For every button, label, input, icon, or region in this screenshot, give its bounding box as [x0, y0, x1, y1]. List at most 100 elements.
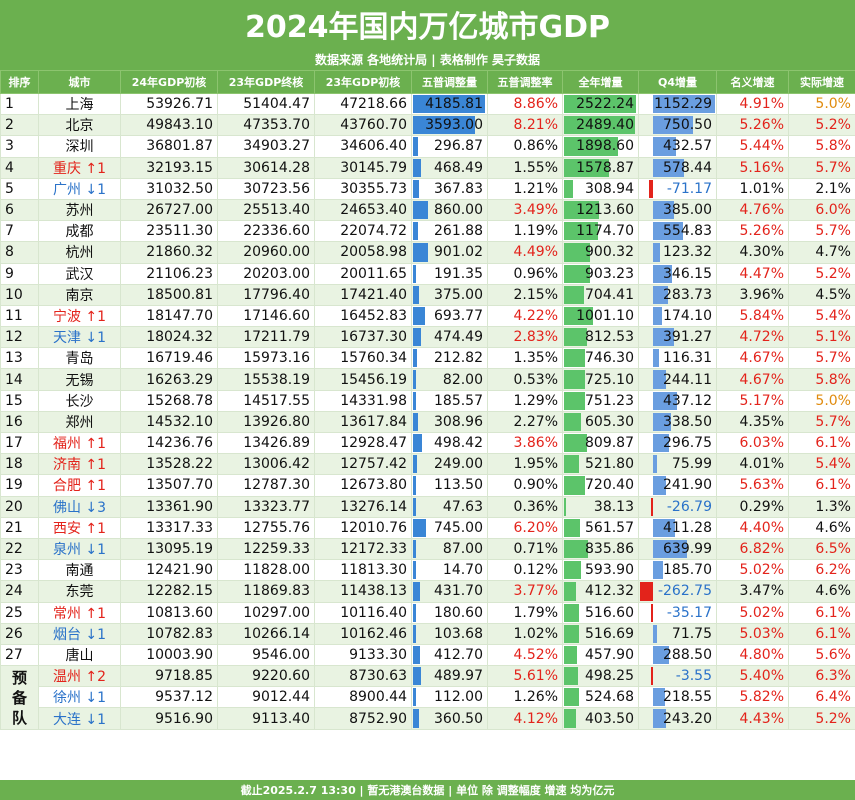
cell-value: 468.49	[434, 159, 483, 176]
cell-nom: 4.47%	[716, 262, 789, 285]
cell-value: 11869.83	[243, 583, 310, 600]
cell-value: 693.77	[434, 307, 483, 324]
cell-inc: 903.23	[562, 262, 639, 285]
cell-value: -262.75	[657, 583, 712, 600]
cell-value: 750.50	[663, 117, 712, 134]
cell-q4: 437.12	[638, 389, 717, 412]
cell-gdp23p: 12010.76	[314, 516, 412, 539]
cell-value: 徐州 ↓1	[52, 690, 107, 707]
cell-value: 5.0%	[815, 392, 851, 409]
cell-city: 上海	[38, 92, 121, 116]
adjust-bar	[413, 624, 416, 643]
cell-value: 385.00	[663, 202, 712, 219]
cell-rank: 26	[0, 622, 39, 645]
cell-real: 6.1%	[788, 622, 855, 645]
cell-inc: 2489.40	[562, 114, 639, 137]
table-row: 11 宁波 ↑1 18147.70 17146.60 16452.83 693.77 4.2…	[0, 304, 855, 328]
cell-value: 3.96%	[739, 286, 784, 303]
cell-gdp24: 49843.10	[120, 114, 218, 137]
cell-city: 泉州 ↓1	[38, 537, 121, 561]
cell-value: 6.1%	[815, 477, 851, 494]
cell-real: 5.7%	[788, 220, 855, 243]
cell-adj: 191.35	[411, 262, 488, 285]
cell-value: 639.99	[663, 541, 712, 558]
cell-rank: 11	[0, 304, 39, 328]
cell-value: 3	[5, 138, 14, 155]
cell-inc: 2522.24	[562, 92, 639, 116]
cell-value: 10813.60	[146, 604, 213, 621]
cell-value: 南京	[65, 287, 94, 304]
cell-value: 4.47%	[739, 265, 784, 282]
cell-value: 14532.10	[146, 413, 213, 430]
cell-gdp24: 13528.22	[120, 453, 218, 476]
cell-adjr: 1.79%	[487, 601, 563, 624]
cell-city: 广州 ↓1	[38, 177, 121, 200]
cell-real: 5.1%	[788, 326, 855, 349]
cell-value: 23511.30	[146, 223, 213, 240]
cell-city: 宁波 ↑1	[38, 304, 121, 328]
cell-value: 0.36%	[513, 498, 558, 515]
cell-value: 12787.30	[243, 477, 310, 494]
cell-value: 244.11	[663, 371, 712, 388]
cell-value: 18	[5, 456, 23, 473]
cell-value: 812.53	[585, 329, 634, 346]
cell-value: 9113.40	[252, 710, 310, 727]
cell-value: 4.67%	[739, 371, 784, 388]
cell-value: 241.90	[663, 477, 712, 494]
table-header-row: 排序 城市 24年GDP初核 23年GDP终核 23年GDP初核 五普调整量 五普调整率 全年…	[0, 70, 855, 94]
cell-inc: 809.87	[562, 431, 639, 455]
cell-value: 4.22%	[513, 307, 558, 324]
cell-value: 4.67%	[739, 350, 784, 367]
cell-gdp23p: 24653.40	[314, 198, 412, 222]
cell-gdp24: 53926.71	[120, 92, 218, 116]
q4-bar	[653, 455, 658, 474]
q4-bar	[651, 667, 653, 686]
cell-value: 郑州	[65, 414, 94, 431]
cell-q4: 385.00	[638, 198, 717, 222]
cell-rank: 1	[0, 92, 39, 116]
cell-value: 746.30	[585, 350, 634, 367]
increment-bar	[564, 95, 636, 114]
cell-nom: 4.67%	[716, 347, 789, 370]
cell-value: 1.21%	[513, 180, 558, 197]
cell-real: 6.5%	[788, 537, 855, 561]
cell-value: 12757.42	[340, 456, 407, 473]
cell-rank: 4	[0, 156, 39, 179]
cell-gdp23p: 16737.30	[314, 326, 412, 349]
cell-value: 112.00	[434, 689, 483, 706]
cell-value: 1898.60	[576, 138, 634, 155]
cell-gdp24: 12282.15	[120, 580, 218, 603]
cell-gdp23p: 22074.72	[314, 220, 412, 243]
cell-q4: 432.57	[638, 135, 717, 158]
cell-city: 温州 ↑2	[38, 665, 121, 688]
q4-bar	[651, 603, 653, 622]
cell-value: 12282.15	[146, 583, 213, 600]
cell-value: 6.1%	[815, 604, 851, 621]
cell-value: 13426.89	[243, 435, 310, 452]
cell-value: 13095.19	[146, 541, 213, 558]
cell-gdp23p: 9133.30	[314, 643, 412, 667]
cell-real: 5.0%	[788, 389, 855, 412]
cell-city: 东莞	[38, 580, 121, 603]
cell-value: 30614.28	[243, 159, 310, 176]
table-row: 19 合肥 ↑1 13507.70 12787.30 12673.80 113.50 0.9…	[0, 474, 855, 497]
cell-value: 12421.90	[146, 562, 213, 579]
cell-value: 5.82%	[739, 689, 784, 706]
q4-bar	[653, 243, 660, 262]
cell-value: 5.17%	[739, 392, 784, 409]
cell-value: 15	[5, 392, 23, 409]
cell-value: 11	[5, 307, 23, 324]
cell-value: 47218.66	[340, 96, 407, 113]
increment-bar	[564, 328, 588, 347]
cell-adjr: 5.61%	[487, 665, 563, 688]
cell-gdp23p: 34606.40	[314, 135, 412, 158]
cell-value: 0.71%	[513, 541, 558, 558]
increment-bar	[564, 179, 573, 198]
cell-value: 6.0%	[815, 202, 851, 219]
cell-q4: 346.15	[638, 262, 717, 285]
cell-value: 21106.23	[146, 265, 213, 282]
column-header: Q4增量	[638, 70, 717, 94]
cell-real: 5.2%	[788, 262, 855, 285]
cell-q4: 244.11	[638, 368, 717, 391]
cell-adj: 360.50	[411, 707, 488, 730]
